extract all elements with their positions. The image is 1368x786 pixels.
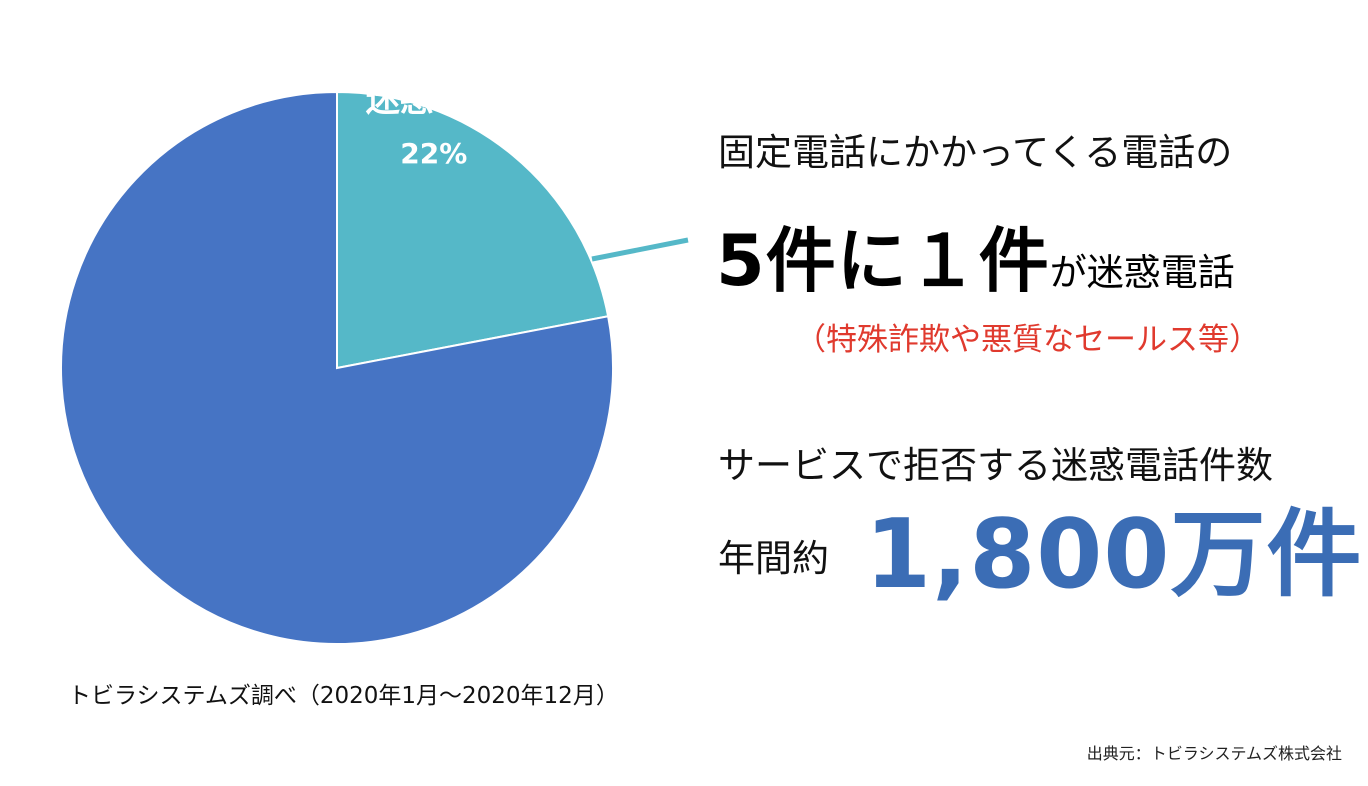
pie-slice-0 — [336, 90, 610, 370]
blocked-call-count: 1,800万件 — [865, 500, 1363, 610]
callout-line-4: サービスで拒否する迷惑電話件数 — [718, 444, 1273, 487]
callout-leader-line — [591, 237, 689, 262]
callout-line-1: 固定電話にかかってくる電話の — [718, 131, 1233, 174]
slice-labels: 迷惑電話 22% — [366, 80, 502, 170]
callout-ratio-suffix: が迷惑電話 — [1049, 251, 1235, 294]
callout-line-5: 年間約 — [718, 537, 829, 580]
pie-chart: 迷惑電話 22% — [60, 80, 689, 645]
callout-line-2: 5件に１件が迷惑電話 — [716, 205, 1235, 306]
chart-source-note: トビラシステムズ調べ（2020年1月〜2020年12月） — [68, 683, 619, 709]
slice-value-label-0: 22% — [400, 137, 467, 170]
pie-slice-1 — [60, 90, 614, 645]
pie-slices — [60, 90, 614, 645]
footer-source: 出典元：トビラシステムズ株式会社 — [1086, 744, 1342, 763]
slice-label-0: 迷惑電話 — [366, 80, 502, 120]
callout-note: （特殊詐欺や悪質なセールス等） — [795, 322, 1260, 358]
callout-ratio: 5件に１件 — [716, 220, 1050, 302]
